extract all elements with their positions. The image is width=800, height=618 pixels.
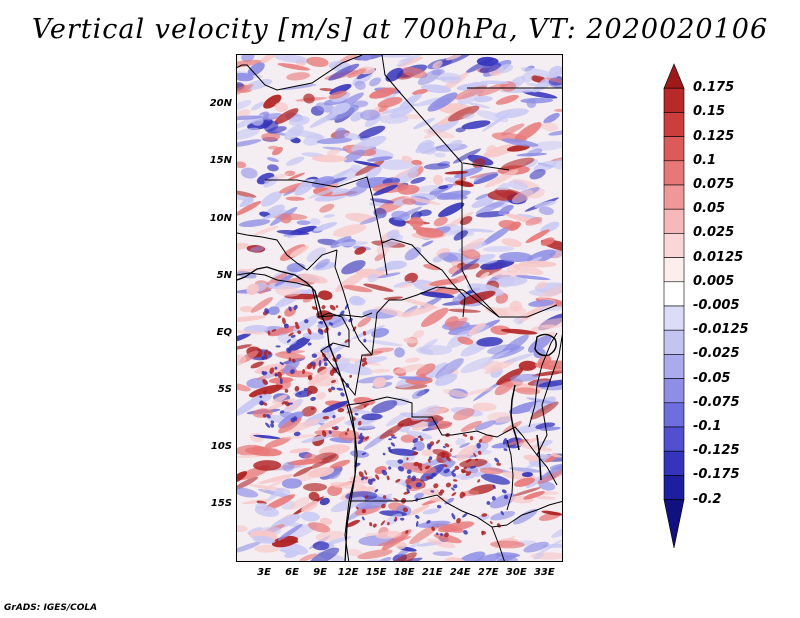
colorbar-label: 0.1 bbox=[693, 152, 717, 168]
lat-tick-label: 15S bbox=[210, 497, 232, 509]
colorbar-swatch bbox=[663, 475, 685, 500]
colorbar-label: -0.075 bbox=[693, 394, 740, 410]
colorbar-swatch bbox=[663, 305, 685, 331]
map-panel bbox=[236, 54, 563, 562]
lat-tick-label: EQ bbox=[216, 326, 232, 338]
lon-tick-label: 15E bbox=[365, 567, 387, 578]
chart-title: Vertical velocity [m/s] at 700hPa, VT: 2… bbox=[31, 14, 769, 45]
lon-tick-label: 33E bbox=[533, 567, 555, 578]
colorbar-label: -0.025 bbox=[693, 346, 740, 362]
lon-tick-label: 30E bbox=[505, 567, 527, 578]
colorbar-label: -0.05 bbox=[693, 370, 731, 386]
colorbar-label: 0.125 bbox=[693, 128, 735, 144]
colorbar-swatch bbox=[663, 112, 685, 137]
colorbar-label: -0.1 bbox=[693, 419, 722, 434]
colorbar-label: -0.175 bbox=[693, 467, 740, 483]
colorbar-swatch bbox=[663, 450, 685, 476]
colorbar-swatch bbox=[663, 354, 685, 379]
lat-tick-label: 15N bbox=[209, 155, 232, 167]
field-streaks bbox=[237, 55, 562, 561]
colorbar-swatch bbox=[663, 281, 685, 307]
lake-outline bbox=[534, 333, 557, 357]
software-credit: GrADS: IGES/COLA bbox=[4, 603, 98, 613]
colorbar-label: -0.2 bbox=[693, 491, 722, 507]
colorbar-swatch bbox=[663, 233, 685, 258]
colorbar-swatch bbox=[663, 499, 685, 549]
lon-tick-label: 9E bbox=[313, 567, 327, 578]
lon-tick-label: 12E bbox=[337, 567, 359, 578]
lake-outline bbox=[536, 434, 542, 481]
colorbar-label: 0.0125 bbox=[693, 249, 744, 265]
colorbar-label: 0.175 bbox=[693, 80, 735, 96]
colorbar-swatch bbox=[663, 402, 685, 428]
coastline bbox=[237, 266, 358, 561]
lon-tick-label: 3E bbox=[257, 567, 271, 578]
lat-tick-label: 5N bbox=[216, 269, 232, 281]
lon-tick-label: 21E bbox=[421, 567, 443, 578]
lat-tick-label: 10S bbox=[210, 440, 232, 452]
colorbar-swatch bbox=[663, 426, 685, 452]
colorbar-label: -0.0125 bbox=[693, 322, 749, 338]
colorbar-swatch bbox=[663, 208, 685, 234]
lon-tick-label: 6E bbox=[285, 567, 299, 578]
lon-tick-label: 18E bbox=[393, 567, 415, 578]
colorbar-label: 0.15 bbox=[693, 104, 726, 120]
colorbar bbox=[663, 63, 685, 549]
colorbar-swatch bbox=[663, 257, 685, 283]
colorbar-swatch bbox=[663, 160, 685, 186]
colorbar-label: 0.075 bbox=[693, 177, 735, 192]
lake-outline bbox=[510, 384, 520, 451]
colorbar-label: 0.005 bbox=[693, 273, 735, 289]
colorbar-label: -0.125 bbox=[693, 443, 740, 459]
colorbar-swatch bbox=[663, 329, 685, 355]
lat-tick-label: 10N bbox=[209, 212, 232, 224]
colorbar-swatch bbox=[663, 184, 685, 210]
lat-tick-label: 5S bbox=[217, 383, 232, 395]
colorbar-swatch bbox=[663, 378, 685, 404]
lon-tick-label: 24E bbox=[449, 567, 471, 578]
colorbar-label: 0.05 bbox=[693, 201, 726, 217]
colorbar-label: 0.025 bbox=[693, 225, 735, 241]
lon-tick-label: 27E bbox=[477, 567, 499, 578]
country-borders bbox=[237, 55, 562, 561]
colorbar-swatch bbox=[663, 136, 685, 162]
lat-tick-label: 20N bbox=[209, 98, 232, 110]
colorbar-label: -0.005 bbox=[693, 298, 740, 313]
velocity-field bbox=[237, 55, 562, 561]
colorbar-swatch bbox=[663, 87, 685, 113]
colorbar-swatch bbox=[663, 63, 685, 89]
